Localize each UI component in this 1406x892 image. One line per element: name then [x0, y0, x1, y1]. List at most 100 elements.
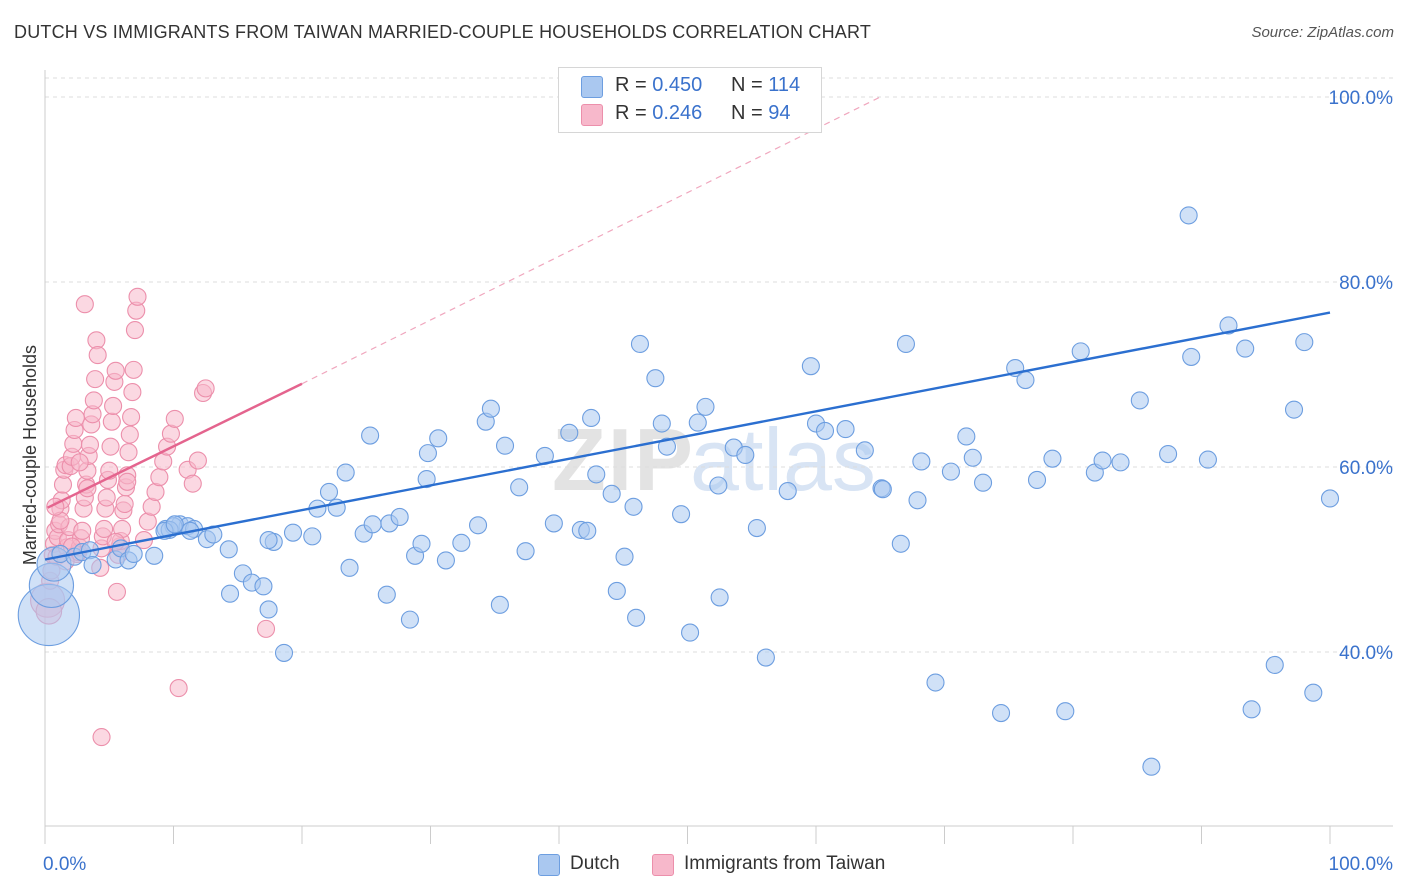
dutch-point	[836, 420, 855, 439]
dutch-trend-line	[44, 311, 1331, 561]
dutch-point	[220, 584, 240, 603]
trend-lines	[44, 96, 1331, 561]
legend-dutch-n-value: 114	[768, 74, 801, 96]
y-tick-label-100: 100.0%	[1329, 88, 1394, 109]
dutch-point	[607, 581, 626, 601]
dutch-point	[747, 518, 766, 538]
correlation-legend: R = 0.450 N = 114 R = 0.246 N = 94	[558, 67, 822, 133]
dutch-points	[17, 112, 1340, 776]
dutch-point	[873, 480, 892, 499]
taiwan-point	[92, 728, 111, 747]
taiwan-point	[188, 451, 207, 470]
dutch-point	[1320, 489, 1340, 508]
dutch-point	[254, 577, 273, 596]
dutch-point	[912, 452, 931, 471]
taiwan-point	[66, 408, 85, 428]
dutch-point	[1130, 391, 1149, 410]
dutch-point	[815, 421, 835, 440]
dutch-point	[908, 491, 927, 510]
dutch-point	[1111, 453, 1130, 472]
dutch-point	[1071, 342, 1090, 361]
dutch-point	[436, 551, 455, 570]
dutch-point	[363, 515, 382, 534]
dutch-point	[495, 436, 515, 455]
dutch-point	[165, 515, 184, 534]
dutch-point	[490, 595, 509, 614]
dutch-point	[1142, 757, 1161, 776]
taiwan-point	[196, 379, 215, 398]
taiwan-trend-line	[47, 382, 303, 509]
x-tick-label-100: 100.0%	[1329, 854, 1394, 875]
dutch-point	[1056, 702, 1075, 721]
dutch-point	[560, 423, 579, 442]
dutch-point	[400, 610, 419, 629]
taiwan-point	[120, 425, 139, 444]
dutch-point	[319, 482, 339, 502]
dutch-point	[418, 444, 437, 463]
dutch-point	[801, 357, 820, 376]
taiwan-point	[165, 409, 184, 428]
dutch-point	[688, 413, 707, 432]
taiwan-point	[115, 494, 134, 514]
legend-dutch-r: R = 0.450	[615, 74, 703, 96]
taiwan-point	[86, 370, 105, 389]
taiwan-point	[101, 437, 120, 456]
dutch-point	[516, 542, 535, 561]
dutch-point	[896, 334, 916, 354]
taiwan-point	[95, 519, 114, 539]
taiwan-point	[70, 453, 89, 472]
dutch-point	[1198, 450, 1217, 469]
dutch-point	[1295, 333, 1314, 352]
dutch-point	[1182, 347, 1201, 366]
dutch-point	[481, 399, 500, 418]
dutch-point	[973, 473, 993, 492]
dutch-point	[657, 437, 676, 456]
taiwan-point	[142, 497, 161, 516]
dutch-point	[336, 463, 355, 482]
dutch-point	[1159, 444, 1178, 464]
taiwan-point	[169, 679, 188, 698]
chart-title: DUTCH VS IMMIGRANTS FROM TAIWAN MARRIED-…	[14, 22, 872, 42]
dutch-point	[390, 507, 409, 527]
taiwan-point	[125, 321, 144, 340]
taiwan-point	[124, 360, 143, 379]
dutch-point	[83, 555, 102, 575]
dutch-point	[1242, 700, 1261, 719]
taiwan-point	[104, 396, 123, 416]
dutch-point	[1027, 470, 1047, 490]
dutch-point	[412, 534, 431, 553]
dutch-point	[646, 369, 665, 388]
dutch-point	[578, 521, 597, 540]
dutch-point	[778, 481, 797, 501]
dutch-point	[274, 643, 294, 662]
dutch-point	[941, 462, 960, 481]
taiwan-point	[138, 512, 157, 531]
legend-taiwan-n-value: 94	[768, 102, 791, 124]
y-axis-title: Married-couple Households	[20, 344, 40, 566]
dutch-point	[361, 426, 380, 445]
dutch-swatch	[581, 76, 603, 98]
dutch-point	[259, 531, 278, 550]
dutch-point	[855, 441, 874, 460]
legend-dutch-n: N = 114	[731, 74, 801, 96]
axes	[44, 70, 1393, 844]
dutch-legend-label: Dutch	[570, 853, 620, 874]
taiwan-point	[183, 474, 202, 493]
dutch-point	[926, 673, 945, 692]
dutch-point	[963, 448, 982, 467]
taiwan-legend-label: Immigrants from Taiwan	[684, 853, 886, 874]
dutch-point	[1304, 683, 1323, 702]
dutch-point	[1043, 449, 1062, 468]
tick-labels: 40.0% 60.0% 80.0% 100.0% 0.0% 100.0%	[43, 88, 1393, 875]
taiwan-legend-swatch	[652, 854, 674, 876]
dutch-point	[615, 547, 634, 566]
dutch-point	[991, 703, 1011, 723]
taiwan-point	[123, 383, 142, 402]
taiwan-point	[256, 619, 276, 638]
dutch-point	[587, 465, 606, 484]
taiwan-trend-extension	[301, 96, 881, 385]
dutch-point	[124, 544, 143, 564]
chart-source: Source: ZipAtlas.com	[1251, 24, 1394, 41]
dutch-point	[377, 585, 396, 604]
taiwan-points	[30, 287, 276, 747]
